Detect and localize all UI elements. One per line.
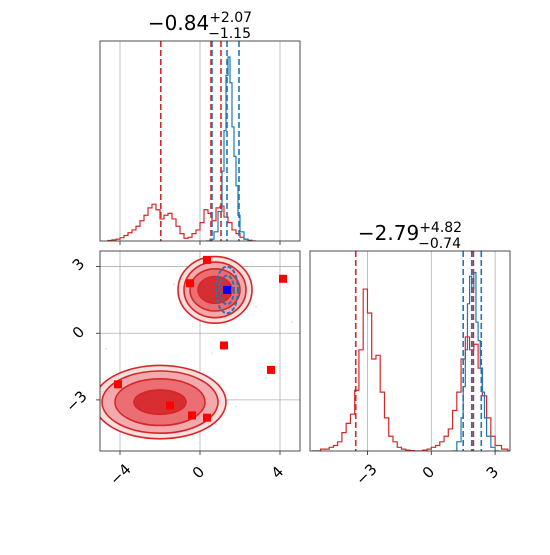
axis-ticks bbox=[96, 241, 496, 455]
joint-blue-contour bbox=[215, 265, 239, 315]
joint-contours bbox=[100, 255, 293, 440]
joint-sample-point bbox=[265, 376, 267, 379]
joint-red-marker bbox=[186, 279, 194, 288]
joint-ytick-label: −3 bbox=[62, 387, 90, 415]
joint-blue-marker bbox=[223, 285, 231, 294]
marginal-y-gridlines bbox=[367, 251, 496, 451]
joint-xtick-label: 0 bbox=[189, 463, 208, 482]
joint-red-marker bbox=[166, 401, 174, 410]
joint-red-contour bbox=[133, 389, 187, 416]
joint-sample-point bbox=[211, 352, 213, 355]
joint-red-marker bbox=[114, 380, 122, 389]
marginal-x-title-minus: −1.15 bbox=[208, 26, 251, 42]
marginal-y-xtick-label: 0 bbox=[419, 463, 438, 482]
joint-sample-point bbox=[255, 305, 257, 308]
marginal-x-histograms bbox=[107, 41, 256, 241]
joint-red-marker bbox=[188, 411, 196, 420]
marginal-x-title-value: −0.84 bbox=[148, 11, 209, 35]
marginal-y-histogram bbox=[452, 271, 500, 451]
joint-red-marker bbox=[220, 341, 228, 350]
marginal-x-title-plus: +2.07 bbox=[209, 10, 252, 26]
joint-ytick-label: 0 bbox=[69, 323, 88, 342]
marginal-x-gridlines bbox=[119, 41, 281, 241]
marginal-y-xtick-label: 3 bbox=[483, 463, 502, 482]
joint-xtick-label: −4 bbox=[106, 460, 134, 488]
marginal-y-frame bbox=[309, 250, 511, 452]
joint-sample-point bbox=[173, 283, 175, 286]
joint-sample-point bbox=[105, 347, 107, 350]
marginal-y-histograms bbox=[312, 251, 510, 451]
joint-red-marker bbox=[279, 274, 287, 283]
marginal-x-histogram bbox=[107, 203, 256, 241]
joint-sample-point bbox=[215, 423, 217, 426]
joint-sample-point bbox=[235, 405, 237, 408]
marginal-y-title-minus: −0.74 bbox=[418, 236, 461, 252]
marginal-x-histogram bbox=[206, 56, 252, 241]
joint-red-marker bbox=[203, 255, 211, 264]
marginal-y-title: −2.79+4.82 −0.74 bbox=[358, 220, 462, 252]
marginal-y-title-value: −2.79 bbox=[358, 221, 419, 245]
joint-sample-point bbox=[291, 321, 293, 323]
marginal-y-xtick-label: −3 bbox=[352, 460, 380, 488]
joint-red-marker bbox=[203, 413, 211, 422]
joint-xtick-label: 4 bbox=[268, 463, 287, 482]
joint-blue-contour bbox=[219, 274, 235, 306]
joint-ytick-label: 3 bbox=[69, 255, 88, 274]
marginal-x-title: −0.84+2.07 −1.15 bbox=[148, 10, 252, 42]
joint-red-marker bbox=[267, 365, 275, 374]
marginal-y-title-plus: +4.82 bbox=[419, 220, 462, 236]
